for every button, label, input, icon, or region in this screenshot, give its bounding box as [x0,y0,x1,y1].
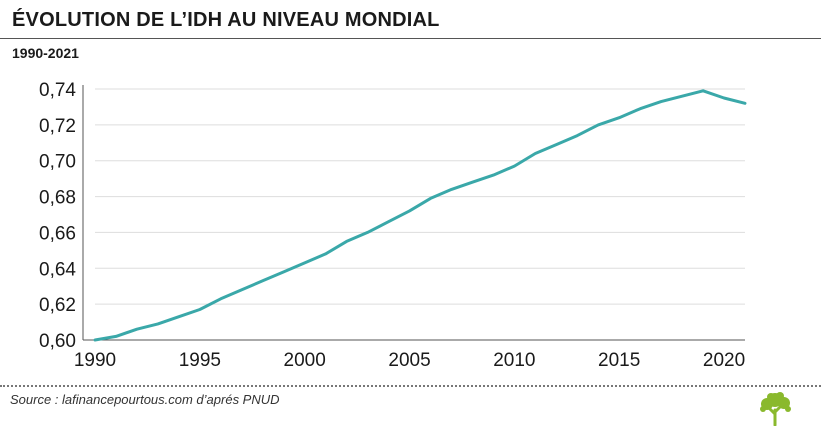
grid-lines [95,88,745,305]
y-tick-label: 0,66 [39,223,76,244]
series-layer [93,89,747,342]
tree-icon [760,392,791,426]
x-tick-label: 2010 [493,350,535,371]
x-tick-label: 2020 [703,350,745,371]
line-chart: 0,600,620,640,660,680,700,720,74 1990 199… [39,80,747,371]
tree-leaf [760,406,766,412]
tree-leaf [776,392,784,400]
x-tick-label: 2000 [284,350,326,371]
x-tick-label: 2005 [388,350,430,371]
y-tick-label: 0,74 [39,80,76,101]
y-tick-labels: 0,60 0,62 0,64 0,66 0,68 0,70 0,72 0,74 [39,80,76,352]
y-tick-label: 0,68 [39,188,76,209]
footer-divider [0,385,821,387]
y-tick-label: 0,64 [39,259,76,280]
x-tick-label: 1990 [74,350,116,371]
tree-trunk [767,404,783,426]
series-line [93,89,747,342]
y-tick-label: 0,62 [39,295,76,316]
tree-leaf [778,397,790,409]
y-tick-label: 0,60 [39,331,76,352]
axes [82,85,745,341]
y-tick-label: 0,72 [39,116,76,137]
x-tick-label: 2015 [598,350,640,371]
chart-title: ÉVOLUTION DE L’IDH AU NIVEAU MONDIAL [12,9,440,31]
source-note: Source : lafinancepourtous.com d’aprés P… [10,392,280,407]
y-tick-label: 0,70 [39,152,76,173]
x-tick-labels: 1990 1995 2000 2005 2010 2015 2020 [74,350,745,371]
tree-leaf [785,406,791,412]
x-tick-label: 1995 [179,350,221,371]
chart-subtitle: 1990-2021 [12,45,79,61]
title-divider [0,38,821,39]
tree-leaf [767,393,775,401]
